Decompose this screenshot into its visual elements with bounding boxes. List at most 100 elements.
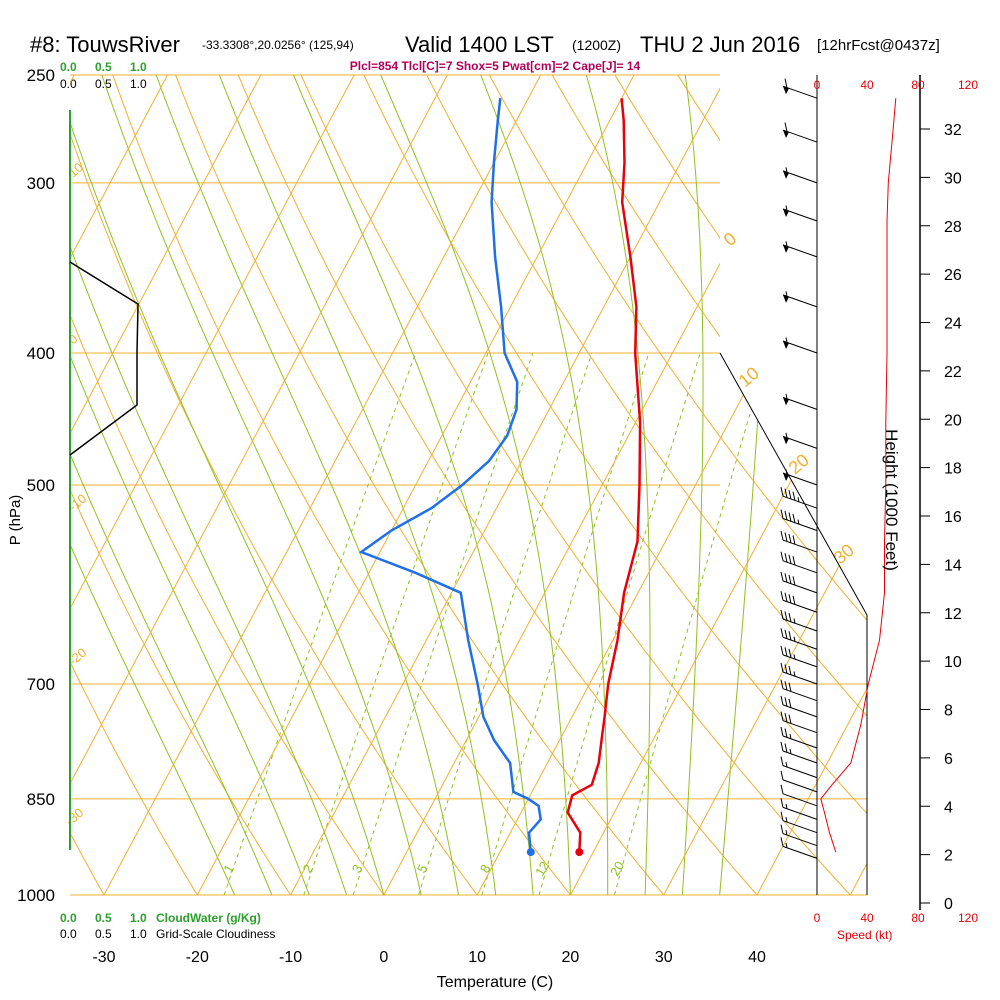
cloud-top-black-2: 1.0 xyxy=(130,77,147,91)
wind-barb-flag xyxy=(792,535,796,545)
wind-barb-half xyxy=(785,803,788,809)
wind-barb-half xyxy=(793,654,796,660)
moist-adiabat xyxy=(380,75,571,895)
wind-barb xyxy=(780,645,818,668)
wind-barb-flag xyxy=(780,824,784,834)
wind-barb xyxy=(780,726,818,749)
moist-adiabat xyxy=(218,75,497,895)
speed-bottom-80: 80 xyxy=(911,911,925,925)
dry-adiabat xyxy=(363,75,867,895)
wind-barb-flag xyxy=(784,78,788,88)
wind-barb-half xyxy=(785,817,788,823)
height-tick-label: 10 xyxy=(944,654,962,671)
isotherm--60 xyxy=(70,75,262,895)
wind-barb-flag xyxy=(780,509,784,519)
wind-barb-pennant xyxy=(783,341,789,350)
wind-barb-pennant xyxy=(783,86,789,95)
height-tick-label: 16 xyxy=(944,509,962,526)
wind-barb-flag xyxy=(780,662,784,673)
wind-barb xyxy=(782,78,818,99)
speed-axis-title: Speed (kt) xyxy=(837,928,892,942)
wind-speed-boundary xyxy=(719,352,868,895)
isotherm-label: -20 xyxy=(65,645,89,669)
wind-barb-staff xyxy=(782,688,818,702)
wind-barb-pennant xyxy=(783,244,789,253)
wind-barb xyxy=(780,571,818,594)
pressure-tick-300: 300 xyxy=(27,174,55,193)
wind-barb-half xyxy=(793,618,796,624)
wind-barb-flag xyxy=(780,679,784,689)
wind-barb-flag xyxy=(784,681,788,691)
cloud-bottom-black-0: 0.0 xyxy=(60,927,77,941)
wind-barb-half xyxy=(785,842,788,848)
wind-barb-staff xyxy=(782,495,818,509)
moist-adiabat xyxy=(70,75,347,895)
isotherm--30 xyxy=(103,75,542,895)
height-tick-label: 30 xyxy=(944,170,962,187)
wind-barb-flag xyxy=(788,533,792,544)
wind-barb xyxy=(780,741,818,764)
plot-frame xyxy=(69,75,921,910)
moist-adiabat xyxy=(585,75,651,895)
station-location: -33.3308°,20.0256° (125,94) xyxy=(202,38,354,52)
wind-barbs xyxy=(780,78,818,859)
cloudiness-line xyxy=(69,261,139,456)
wind-barb-staff xyxy=(782,720,818,734)
wind-barb xyxy=(780,711,818,734)
wind-barb-flag xyxy=(792,576,796,586)
wind-barb-staff xyxy=(782,779,818,793)
wind-barb-flag xyxy=(792,513,796,524)
dry-adiabat xyxy=(112,75,571,895)
wind-barb-half xyxy=(785,469,788,475)
dry-adiabat xyxy=(740,75,867,895)
wind-barb xyxy=(782,337,818,354)
height-tick-label: 12 xyxy=(944,606,962,623)
mixing-ratio-line xyxy=(481,352,650,895)
cloud-bottom-green-0: 0.0 xyxy=(60,911,77,925)
isotherm-label: -10 xyxy=(65,491,89,515)
wind-barb-flag xyxy=(780,571,784,581)
surface-temperature-point xyxy=(575,848,584,857)
dry-adiabat xyxy=(70,75,292,895)
dry-adiabat xyxy=(175,75,665,895)
dry-adiabat xyxy=(70,75,478,895)
isotherm-30 xyxy=(663,75,867,895)
wind-barb-flag xyxy=(788,698,792,709)
moist-adiabat xyxy=(480,75,609,895)
height-tick-label: 18 xyxy=(944,461,962,478)
isotherm--70 xyxy=(70,75,168,895)
wind-barb-staff xyxy=(782,793,818,807)
pressure-tick-700: 700 xyxy=(27,675,55,694)
wind-barb-flag xyxy=(784,553,788,563)
isotherm-label: 30 xyxy=(830,540,858,568)
wind-barb-staff xyxy=(782,704,818,718)
wind-barb-half xyxy=(785,291,788,297)
forecast-date: THU 2 Jun 2016 xyxy=(640,32,800,57)
cloud-water-label: CloudWater (g/Kg) xyxy=(156,911,261,925)
wind-barb-flag xyxy=(784,532,788,542)
cloudiness-label: Grid-Scale Cloudiness xyxy=(156,927,275,941)
wind-barb-pennant xyxy=(783,209,789,218)
wind-barb-staff xyxy=(782,618,818,632)
moist-adiabat xyxy=(719,75,771,895)
wind-barb-flag xyxy=(780,837,784,847)
wind-barb xyxy=(782,291,818,308)
mixing-ratio-line xyxy=(538,352,701,895)
mixing-ratio-line xyxy=(614,352,769,895)
wind-barb-half xyxy=(785,167,788,173)
pressure-tick-850: 850 xyxy=(27,790,55,809)
temperature-tick: 30 xyxy=(655,949,673,966)
cloud-bottom-green-1: 0.5 xyxy=(95,911,112,925)
wind-barb-flag xyxy=(780,811,784,821)
wind-barb-flag xyxy=(780,609,784,620)
forecast-label: [12hrFcst@0437z] xyxy=(817,37,940,54)
wind-speed-profile xyxy=(820,98,897,853)
wind-barb-flag xyxy=(788,631,792,641)
wind-barb-staff xyxy=(782,636,818,650)
mixing-ratio-line xyxy=(223,352,417,895)
cloud-bottom-black-1: 0.5 xyxy=(95,927,112,941)
wind-barb-half xyxy=(785,241,788,247)
isobar-lines xyxy=(70,74,867,896)
temperature-tick: 40 xyxy=(748,949,766,966)
